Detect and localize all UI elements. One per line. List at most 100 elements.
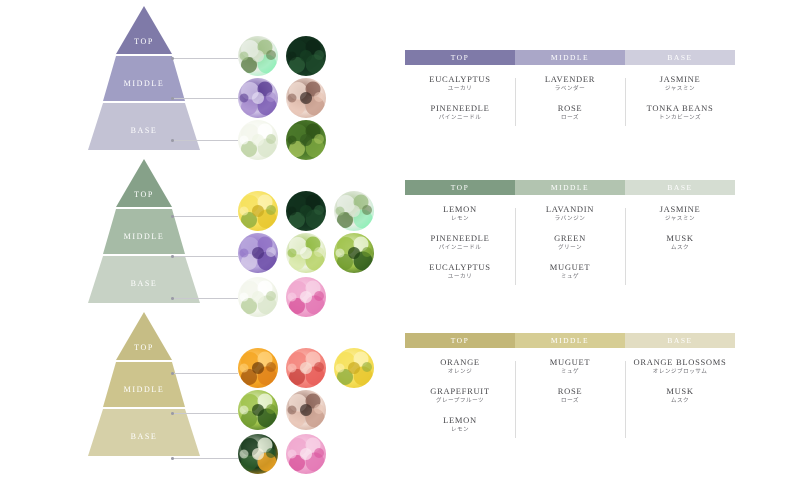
rose-bouquet-photo[interactable]	[286, 78, 326, 118]
note-entry[interactable]: ORANGE オレンジ	[440, 357, 480, 377]
note-name-en: GRAPEFRUIT	[430, 385, 490, 396]
connector-dot-top	[171, 57, 174, 60]
note-name-en: LEMON	[443, 414, 477, 425]
note-entry[interactable]: LAVANDIN ラバンジン	[546, 204, 594, 224]
note-entry[interactable]: PINENEEDLE パインニードル	[431, 103, 490, 123]
pyramid-tier-tier-top[interactable]: TOP	[88, 6, 200, 54]
notes-column: ORANGE オレンジ GRAPEFRUIT グレープフルーツ LEMON レモ…	[405, 357, 515, 444]
note-name-en: TONKA BEANS	[646, 102, 714, 113]
photo-row-top	[238, 36, 326, 76]
lavandin-flowers-photo[interactable]	[238, 233, 278, 273]
note-entry[interactable]: MUSK ムスク	[666, 386, 693, 406]
note-name-en: ROSE	[557, 385, 583, 396]
lavender-flowers-photo[interactable]	[238, 78, 278, 118]
photo-row-middle	[238, 390, 326, 430]
note-entry[interactable]: EUCALYPTUS ユーカリ	[429, 262, 490, 282]
lemon-fruit-photo[interactable]	[238, 191, 278, 231]
pyramid-tier-tier-middle[interactable]: MIDDLE	[88, 209, 200, 254]
note-name-jp: ユーカリ	[447, 274, 473, 281]
musk-pink-flower-photo[interactable]	[286, 434, 326, 474]
pyramid-tier-tier-top[interactable]: TOP	[88, 312, 200, 360]
connector-line-middle	[174, 413, 238, 414]
note-name-jp: グリーン	[557, 245, 583, 252]
note-name-jp: ミュゲ	[560, 274, 580, 281]
notes-column: MUGUET ミュゲ ROSE ローズ	[515, 357, 625, 444]
note-entry[interactable]: ROSE ローズ	[558, 103, 583, 123]
notes-column: LAVANDIN ラバンジン GREEN グリーン MUGUET ミュゲ	[515, 204, 625, 291]
fragrance-group-1: TOP MIDDLE BASE	[0, 153, 800, 328]
note-name-jp: パインニードル	[438, 115, 482, 122]
notes-table-header: TOP MIDDLE BASE	[405, 50, 735, 65]
notes-table-body: ORANGE オレンジ GRAPEFRUIT グレープフルーツ LEMON レモ…	[405, 348, 735, 444]
note-entry[interactable]: MUGUET ミュゲ	[550, 262, 591, 282]
note-entry[interactable]: MUGUET ミュゲ	[550, 357, 591, 377]
pyramid-tier-tier-base[interactable]: BASE	[88, 256, 200, 303]
note-name-jp: トンカビーンズ	[658, 115, 702, 122]
note-entry[interactable]: MUSK ムスク	[666, 233, 693, 253]
tonka-beans-photo[interactable]	[286, 120, 326, 160]
notes-column: LEMON レモン PINENEEDLE パインニードル EUCALYPTUS …	[405, 204, 515, 291]
pyramid-tier-tier-middle[interactable]: MIDDLE	[88, 56, 200, 101]
muguet-lily-photo[interactable]	[238, 390, 278, 430]
pineneedle-dark-photo[interactable]	[286, 36, 326, 76]
photo-row-base	[238, 277, 326, 317]
note-name-en: JASMINE	[659, 204, 701, 214]
muguet-lily-photo[interactable]	[334, 233, 374, 273]
photo-row-middle	[238, 78, 326, 118]
lemon-fruit-photo[interactable]	[334, 348, 374, 388]
pyramid-tier-label: TOP	[134, 37, 154, 46]
orange-blossom-photo[interactable]	[238, 434, 278, 474]
green-fern-photo[interactable]	[286, 233, 326, 273]
pineneedle-dark-photo[interactable]	[286, 191, 326, 231]
orange-fruit-photo[interactable]	[238, 348, 278, 388]
note-name-jp: ラバンジン	[554, 216, 586, 223]
pyramid-tier-tier-top[interactable]: TOP	[88, 159, 200, 207]
jasmine-white-flowers-photo[interactable]	[238, 277, 278, 317]
note-entry[interactable]: JASMINE ジャスミン	[660, 204, 701, 224]
notes-column: JASMINE ジャスミン TONKA BEANS トンカビーンズ	[625, 74, 735, 132]
note-name-jp: ムスク	[670, 398, 690, 405]
note-entry[interactable]: TONKA BEANS トンカビーンズ	[647, 103, 714, 123]
note-name-en: PINENEEDLE	[430, 232, 490, 243]
note-name-jp: ローズ	[560, 398, 579, 405]
note-entry[interactable]: LAVENDER ラベンダー	[545, 74, 595, 94]
note-name-jp: ジャスミン	[664, 86, 696, 93]
note-entry[interactable]: LEMON レモン	[443, 204, 477, 224]
notes-header-cell: TOP	[405, 333, 515, 348]
rose-bouquet-photo[interactable]	[286, 390, 326, 430]
note-entry[interactable]: GRAPEFRUIT グレープフルーツ	[430, 386, 489, 406]
note-entry[interactable]: JASMINE ジャスミン	[660, 74, 701, 94]
notes-table-header: TOP MIDDLE BASE	[405, 180, 735, 195]
note-entry[interactable]: PINENEEDLE パインニードル	[431, 233, 490, 253]
eucalyptus-leaves-photo[interactable]	[334, 191, 374, 231]
jasmine-white-flowers-photo[interactable]	[238, 120, 278, 160]
notes-header-cell: MIDDLE	[515, 180, 625, 195]
eucalyptus-leaves-photo[interactable]	[238, 36, 278, 76]
pyramid-tier-label: BASE	[130, 279, 158, 288]
pyramid-tier-label: MIDDLE	[123, 79, 165, 88]
connector-line-base	[174, 298, 238, 299]
note-entry[interactable]: EUCALYPTUS ユーカリ	[429, 74, 490, 94]
pyramid-tier-tier-base[interactable]: BASE	[88, 409, 200, 456]
pyramid-tier-tier-base[interactable]: BASE	[88, 103, 200, 150]
pyramid-tier-label: TOP	[134, 343, 154, 352]
musk-pink-flower-photo[interactable]	[286, 277, 326, 317]
pyramid-tier-label: MIDDLE	[123, 385, 165, 394]
grapefruit-photo[interactable]	[286, 348, 326, 388]
note-name-en: EUCALYPTUS	[429, 74, 491, 84]
notes-column: JASMINE ジャスミン MUSK ムスク	[625, 204, 735, 291]
fragrance-pyramid-1: TOP MIDDLE BASE	[88, 153, 200, 303]
connector-line-top	[174, 216, 238, 217]
photo-row-top	[238, 191, 374, 231]
note-name-jp: ジャスミン	[664, 216, 696, 223]
note-entry[interactable]: LEMON レモン	[443, 415, 477, 435]
note-entry[interactable]: ORANGE BLOSSOMS オレンジブロッサム	[634, 357, 727, 377]
notes-header-cell: TOP	[405, 180, 515, 195]
note-name-en: LAVANDIN	[545, 204, 595, 214]
note-name-en: MUGUET	[549, 357, 591, 367]
note-entry[interactable]: ROSE ローズ	[558, 386, 583, 406]
fragrance-group-0: TOP MIDDLE BASE	[0, 0, 800, 175]
pyramid-tier-label: BASE	[130, 432, 158, 441]
note-entry[interactable]: GREEN グリーン	[554, 233, 586, 253]
pyramid-tier-tier-middle[interactable]: MIDDLE	[88, 362, 200, 407]
